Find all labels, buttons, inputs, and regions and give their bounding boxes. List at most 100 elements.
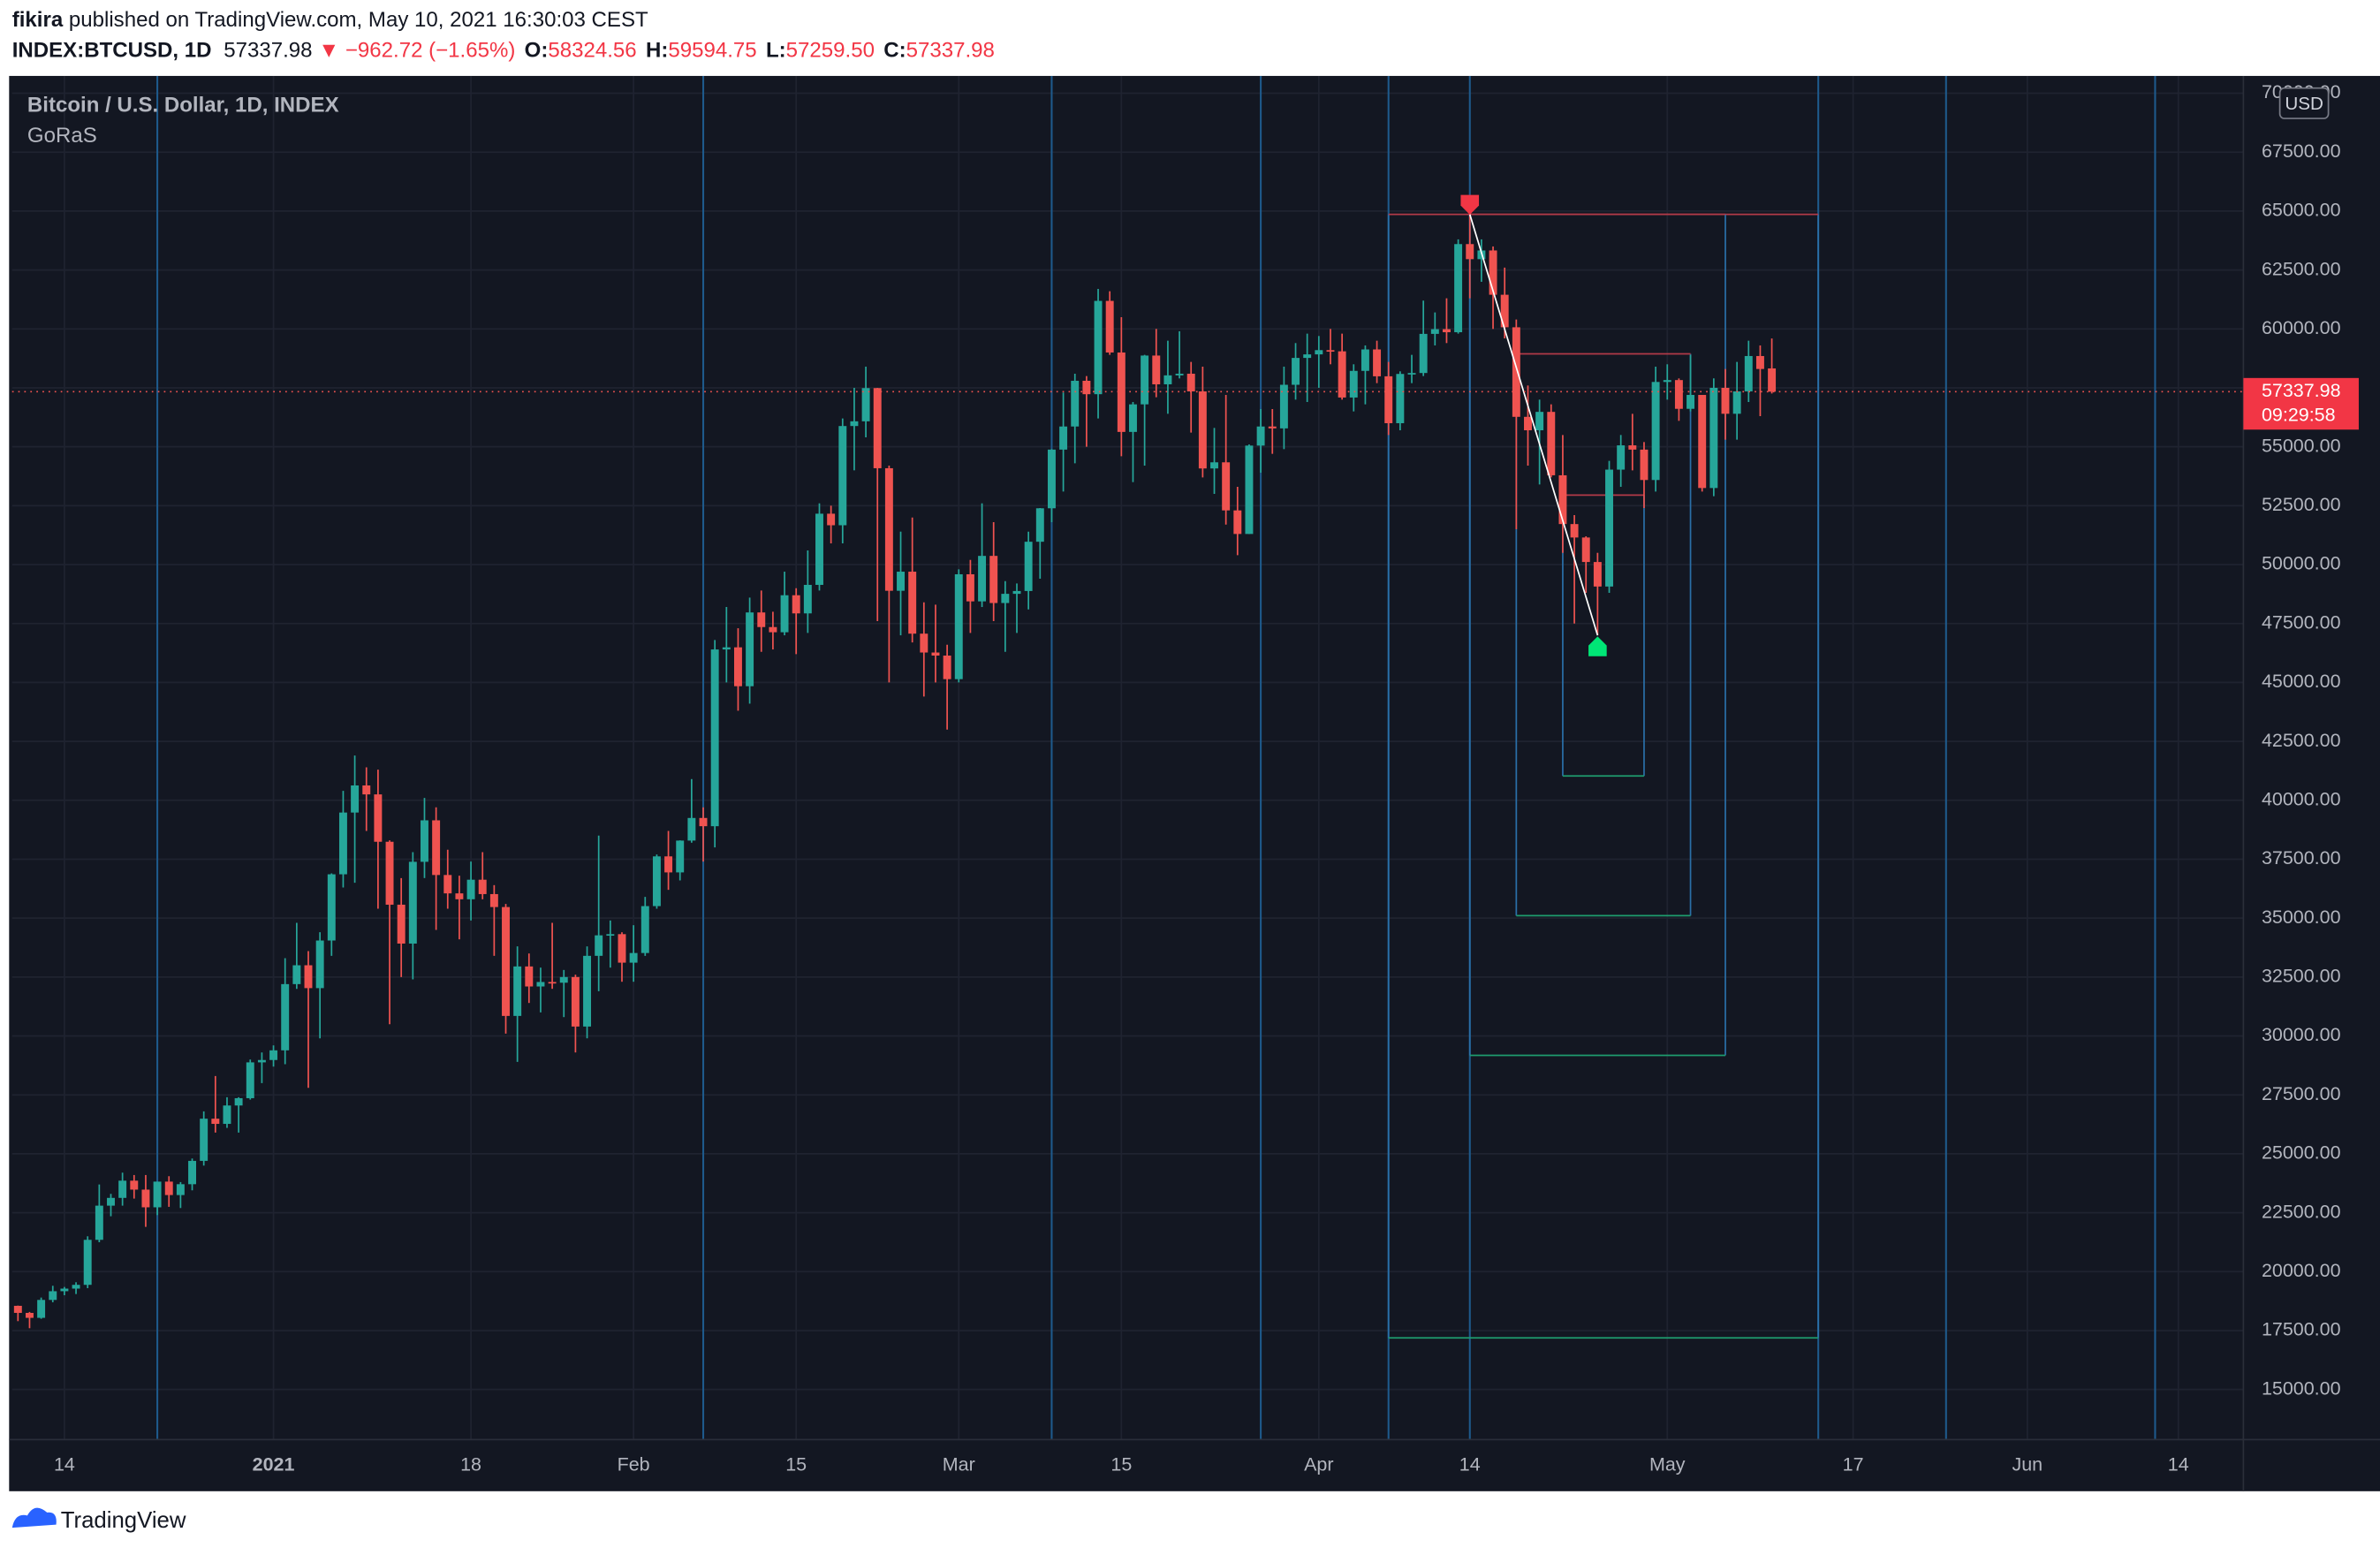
candle-body bbox=[60, 1288, 69, 1292]
candle-body bbox=[954, 573, 963, 679]
grid bbox=[11, 75, 2244, 1440]
candle-body bbox=[943, 656, 951, 679]
x-tick-label: Apr bbox=[1304, 1453, 1333, 1475]
y-tick-label: 35000.00 bbox=[2262, 906, 2341, 928]
candle-body bbox=[246, 1062, 254, 1098]
candle-body bbox=[1721, 387, 1730, 414]
candle-body bbox=[1500, 294, 1509, 328]
candle-body bbox=[525, 966, 534, 987]
currency-badge[interactable] bbox=[2278, 87, 2330, 119]
candle-body bbox=[1512, 327, 1520, 417]
candle-body bbox=[1094, 300, 1103, 395]
candle-body bbox=[1186, 373, 1195, 391]
candle-body bbox=[292, 965, 301, 984]
last-price-label: 57337.98 bbox=[2262, 380, 2341, 401]
candle-body bbox=[1129, 404, 1137, 432]
candle-body bbox=[1175, 373, 1184, 375]
candle-body bbox=[861, 388, 870, 421]
y-tick-label: 47500.00 bbox=[2262, 611, 2341, 633]
candle-body bbox=[652, 856, 661, 906]
candle-body bbox=[1256, 426, 1265, 446]
candle-body bbox=[1524, 416, 1532, 430]
signal-marker bbox=[1460, 194, 1480, 215]
candle-body bbox=[1454, 244, 1463, 333]
candle-body bbox=[536, 982, 545, 987]
brand[interactable]: TradingView bbox=[61, 1508, 186, 1533]
candle-body bbox=[1292, 358, 1300, 385]
last-price-box bbox=[2243, 377, 2359, 430]
y-tick-label: 32500.00 bbox=[2262, 966, 2341, 987]
candle-body bbox=[710, 649, 719, 827]
x-tick-label: 17 bbox=[1843, 1453, 1864, 1475]
candle-body bbox=[1001, 594, 1010, 603]
candle-body bbox=[1222, 462, 1231, 511]
candle-body bbox=[1233, 510, 1242, 535]
candle-body bbox=[1141, 355, 1149, 405]
candle-body bbox=[687, 817, 696, 841]
candle-body bbox=[1152, 355, 1161, 384]
indicator-line bbox=[1468, 214, 1599, 636]
candle-body bbox=[385, 841, 394, 905]
x-tick-label: 14 bbox=[1459, 1453, 1481, 1475]
candle-body bbox=[1547, 412, 1556, 475]
candle-body bbox=[1755, 355, 1764, 369]
symbol-line: INDEX:BTCUSD, 1D 57337.98 ▼ −962.72 (−1.65… bbox=[12, 39, 995, 63]
ohlc-value: 59594.75 bbox=[668, 39, 756, 63]
candle-body bbox=[746, 612, 754, 686]
candle-body bbox=[1373, 349, 1382, 376]
candle-body bbox=[141, 1189, 150, 1208]
candle-body bbox=[1245, 445, 1254, 535]
candle-body bbox=[803, 584, 812, 614]
x-tick-label: Mar bbox=[943, 1453, 975, 1475]
candle-body bbox=[676, 840, 685, 873]
candle-body bbox=[978, 556, 987, 602]
y-tick-label: 62500.00 bbox=[2262, 258, 2341, 279]
candle-body bbox=[1338, 351, 1346, 398]
candle-body bbox=[966, 573, 974, 602]
candle-body bbox=[1105, 300, 1114, 353]
candle-body bbox=[1268, 426, 1277, 429]
x-tick-label: 14 bbox=[54, 1453, 75, 1475]
chart-panel bbox=[9, 75, 2380, 1491]
candle-body bbox=[1605, 469, 1613, 587]
ohlc-label: H: bbox=[646, 39, 668, 63]
candle-body bbox=[827, 513, 836, 526]
candle-body bbox=[1407, 373, 1416, 375]
candle-body bbox=[583, 955, 592, 1027]
axes: 15000.00 17500.00 20000.00 22500.00 25000.00… bbox=[54, 81, 2359, 1475]
candle-body bbox=[1651, 382, 1660, 481]
candle-body bbox=[188, 1160, 196, 1185]
candle-body bbox=[502, 906, 510, 1016]
candle-body bbox=[1640, 449, 1649, 481]
candle-body bbox=[1489, 250, 1497, 295]
candle-body bbox=[792, 595, 800, 614]
candle-body bbox=[595, 935, 603, 956]
candle-body bbox=[513, 966, 522, 1016]
candle-body bbox=[757, 612, 766, 627]
candles bbox=[13, 214, 1777, 1329]
candle-body bbox=[1326, 350, 1335, 353]
candle-body bbox=[257, 1059, 266, 1063]
candle-body bbox=[421, 820, 428, 862]
chart-title: Bitcoin / U.S. Dollar, 1D, INDEX bbox=[27, 94, 339, 118]
candle-body bbox=[397, 904, 406, 944]
candle-body bbox=[1071, 380, 1080, 427]
ohlc-label: O: bbox=[525, 39, 549, 63]
candle-body bbox=[908, 572, 917, 634]
candle-body bbox=[49, 1291, 57, 1301]
candle-body bbox=[455, 893, 464, 899]
x-tick-label: May bbox=[1649, 1453, 1686, 1475]
currency[interactable]: USD bbox=[2285, 94, 2323, 114]
candle-body bbox=[1698, 394, 1707, 489]
candle-body bbox=[931, 652, 940, 656]
y-tick-label: 15000.00 bbox=[2262, 1377, 2341, 1399]
candle-body bbox=[780, 595, 789, 633]
candle-body bbox=[571, 976, 580, 1027]
candle-body bbox=[1303, 354, 1312, 359]
candle-body bbox=[1210, 462, 1218, 469]
y-tick-label: 17500.00 bbox=[2262, 1319, 2341, 1340]
candle-body bbox=[327, 874, 336, 941]
candle-body bbox=[1732, 391, 1741, 414]
y-tick-label: 40000.00 bbox=[2262, 788, 2341, 809]
candle-body bbox=[664, 856, 673, 873]
